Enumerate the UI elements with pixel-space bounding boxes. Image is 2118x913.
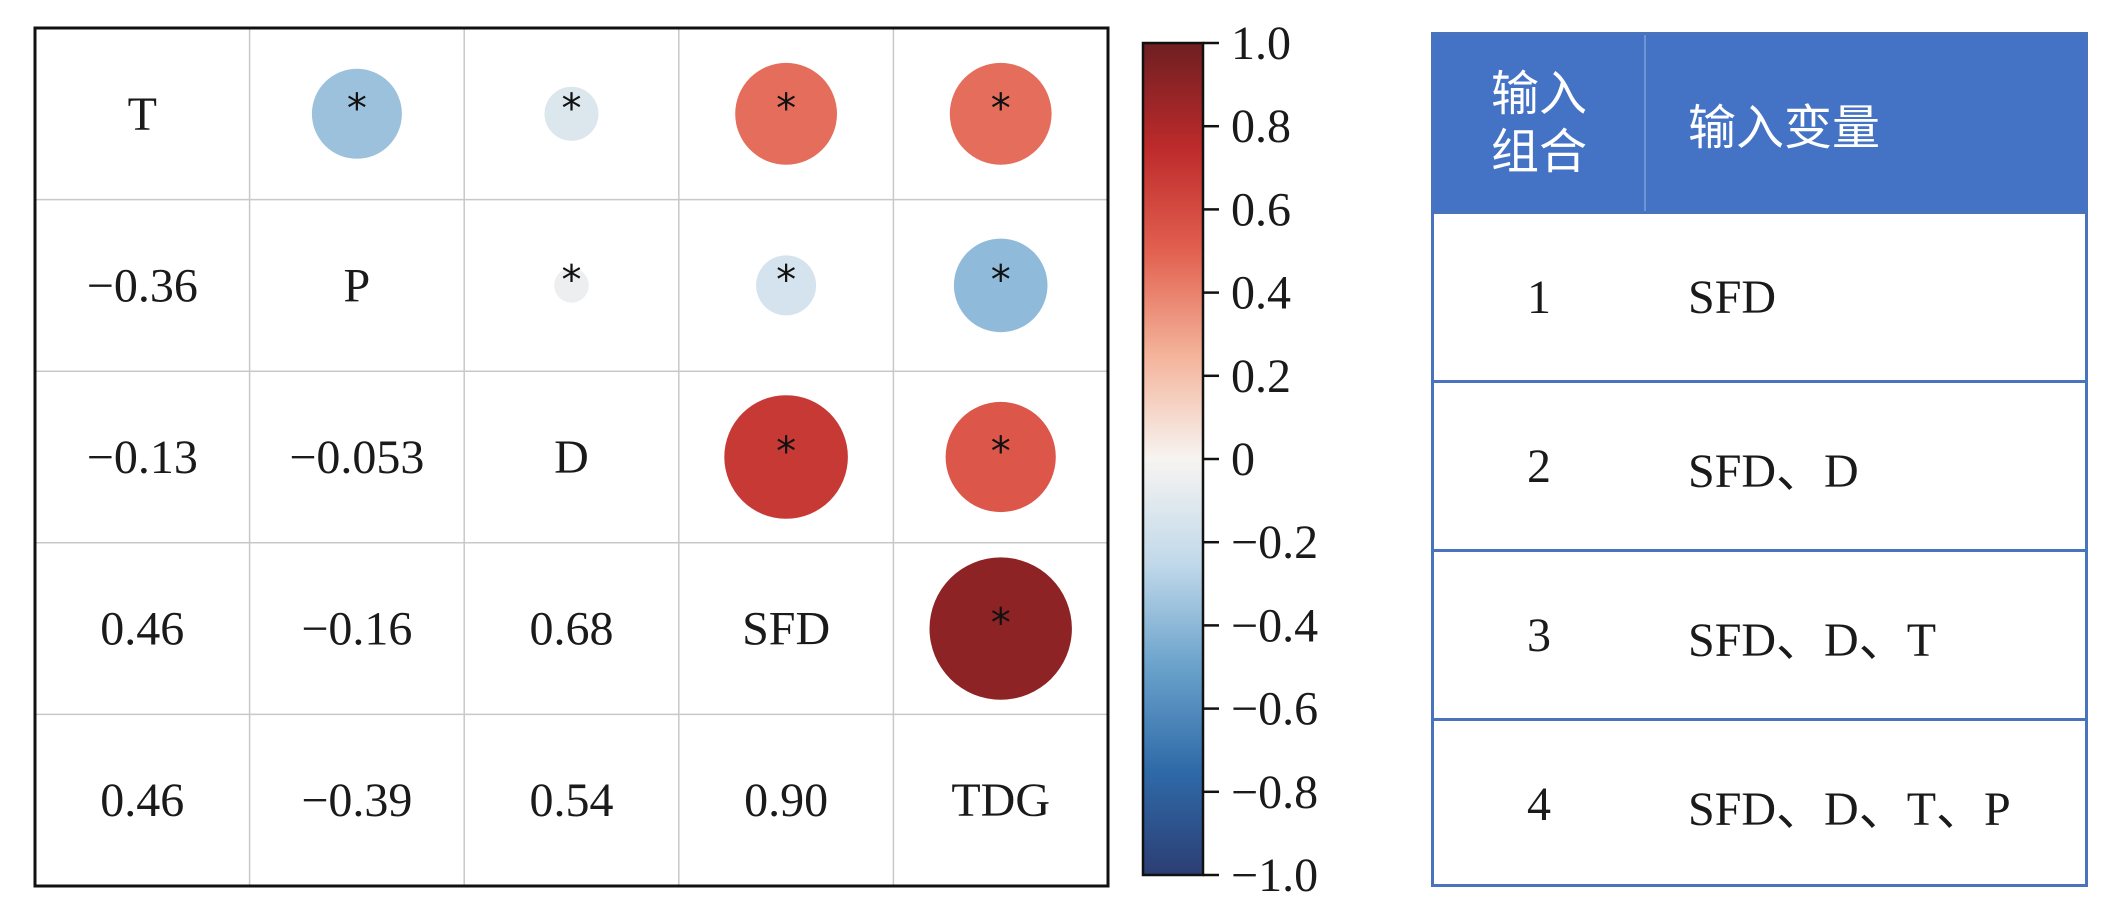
input-variables: SFD、D、T (1688, 614, 1937, 667)
heatmap-cells: T * * * * −0.36 P * * * −0.13 −0.053 D * * 0.46 −0.16 0.6… (87, 62, 1072, 827)
correlation-value-label: 0.68 (530, 603, 614, 656)
correlation-value-label: −0.16 (301, 603, 412, 656)
correlation-circle (756, 255, 817, 316)
colorbar-tick-label: 0 (1231, 433, 1255, 486)
correlation-circle (724, 395, 848, 519)
correlation-value-label: 0.90 (744, 774, 828, 827)
colorbar-tick-label: −0.6 (1231, 683, 1318, 736)
heatmap-grid (33, 26, 1110, 888)
input-combination-table: 输入 组合 输入变量 1 SFD 2 SFD、D 3 SFD、D、T 4 SFD… (1431, 32, 2088, 887)
significance-marker: * (347, 86, 367, 132)
significance-marker: * (562, 257, 582, 303)
significance-marker: * (991, 429, 1011, 475)
correlation-heatmap-figure: T * * * * −0.36 P * * * −0.13 −0.053 D * * 0.46 −0.16 0.6… (33, 17, 1318, 902)
variable-label: SFD (742, 603, 830, 656)
significance-marker: * (991, 86, 1011, 132)
combination-id: 4 (1527, 777, 1551, 831)
correlation-circle (945, 401, 1056, 513)
input-variables: SFD、D、T、P (1688, 783, 2011, 836)
variable-label: TDG (951, 774, 1050, 827)
colorbar-tick-label: −0.8 (1231, 766, 1318, 819)
correlation-circle (554, 268, 589, 303)
colorbar-tick-label: 0.4 (1231, 267, 1291, 320)
correlation-value-label: 0.46 (100, 774, 184, 827)
colorbar-tick-label: −0.4 (1231, 599, 1318, 652)
combination-id: 3 (1527, 608, 1551, 662)
input-variables: SFD (1688, 270, 1777, 324)
significance-marker: * (776, 257, 796, 303)
correlation-circle (544, 86, 599, 141)
correlation-circle (311, 68, 402, 159)
table-header: 输入 组合 输入变量 (1434, 35, 2085, 211)
header-input-variables: 输入变量 (1688, 100, 1881, 156)
correlation-value-label: 0.46 (100, 603, 184, 656)
header-input-combination: 输入 组合 (1490, 66, 1587, 180)
combination-id: 2 (1527, 439, 1551, 493)
colorbar-tick-label: 0.6 (1231, 183, 1291, 236)
significance-marker: * (562, 86, 582, 132)
correlation-value-label: −0.13 (87, 431, 198, 484)
significance-marker: * (776, 86, 796, 132)
table-row: 2 SFD、D (1434, 380, 2085, 549)
colorbar-gradient (1141, 41, 1205, 877)
correlation-value-label: −0.36 (87, 259, 198, 312)
variable-label: P (344, 259, 371, 312)
colorbar: 1.0 0.8 0.6 0.4 0.2 0 −0.2 −0.4 −0.6 −0.8 −1.0 (1141, 17, 1318, 902)
heatmap-frame (33, 26, 1110, 888)
table-row: 1 SFD (1434, 211, 2085, 380)
correlation-circle (735, 62, 837, 165)
combination-id: 1 (1527, 270, 1551, 324)
colorbar-tick-label: 1.0 (1231, 17, 1291, 70)
correlation-value-label: −0.39 (301, 774, 412, 827)
colorbar-tick-label: 0.8 (1231, 100, 1291, 153)
table-row: 4 SFD、D、T、P (1434, 718, 2085, 887)
colorbar-tick-label: 0.2 (1231, 350, 1291, 403)
input-variables: SFD、D (1688, 445, 1859, 498)
correlation-circle (953, 238, 1048, 333)
variable-label: D (554, 431, 589, 484)
correlation-value-label: 0.54 (530, 774, 614, 827)
correlation-circle (949, 62, 1052, 165)
variable-label: T (128, 88, 157, 141)
header-divider (1644, 35, 1646, 211)
correlation-circle (929, 557, 1072, 700)
significance-marker: * (991, 601, 1011, 647)
colorbar-tick-label: −0.2 (1231, 516, 1318, 569)
significance-marker: * (991, 257, 1011, 303)
colorbar-tick-label: −1.0 (1231, 849, 1318, 902)
table-row: 3 SFD、D、T (1434, 549, 2085, 718)
significance-marker: * (776, 429, 796, 475)
correlation-value-label: −0.053 (289, 431, 424, 484)
